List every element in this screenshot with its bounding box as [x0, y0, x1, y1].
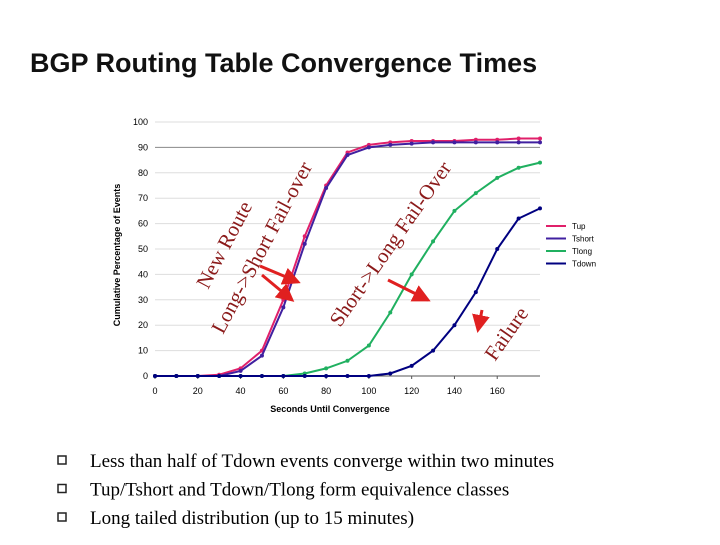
point: [366, 145, 371, 150]
point: [324, 374, 329, 378]
x-tick-label: 40: [236, 386, 246, 396]
y-tick-label: 40: [138, 269, 148, 279]
point: [409, 363, 414, 368]
point: [238, 374, 243, 378]
point: [174, 374, 179, 378]
point: [516, 216, 521, 221]
point: [516, 165, 521, 170]
point: [538, 140, 542, 145]
y-tick-label: 80: [138, 168, 148, 178]
point: [345, 358, 350, 363]
legend-label: Tlong: [572, 247, 592, 256]
arrow: [387, 278, 431, 302]
x-tick-label: 160: [490, 386, 505, 396]
point: [452, 323, 457, 328]
point: [259, 353, 264, 358]
point: [153, 374, 157, 378]
point: [281, 305, 286, 310]
y-tick-label: 50: [138, 244, 148, 254]
arrow: [472, 309, 490, 333]
point: [409, 141, 414, 146]
legend-label: Tshort: [572, 235, 595, 244]
point: [516, 136, 521, 141]
arrow: [259, 264, 301, 285]
point: [324, 186, 329, 191]
x-tick-label: 20: [193, 386, 203, 396]
y-tick-label: 30: [138, 295, 148, 305]
x-tick-label: 100: [361, 386, 376, 396]
x-tick-label: 60: [278, 386, 288, 396]
point: [431, 239, 436, 244]
point: [516, 140, 521, 145]
y-tick-label: 0: [143, 371, 148, 381]
point: [538, 136, 542, 141]
point: [281, 374, 286, 378]
annotation: Failure: [479, 302, 533, 364]
point: [495, 175, 500, 180]
point: [217, 374, 222, 378]
point: [473, 290, 478, 295]
point: [302, 374, 307, 378]
point: [302, 241, 307, 246]
y-tick-label: 70: [138, 193, 148, 203]
point: [452, 140, 457, 145]
point: [495, 140, 500, 145]
point: [345, 153, 350, 158]
x-tick-label: 0: [152, 386, 157, 396]
x-tick-label: 120: [404, 386, 419, 396]
y-axis-label: Cumulative Percentage of Events: [112, 184, 122, 327]
legend-label: Tdown: [572, 260, 596, 269]
point: [388, 371, 393, 376]
bullet-icon: [57, 512, 67, 522]
point: [495, 247, 500, 251]
point: [238, 368, 243, 373]
x-tick-label: 140: [447, 386, 462, 396]
y-tick-label: 10: [138, 346, 148, 356]
y-tick-label: 90: [138, 142, 148, 152]
point: [431, 348, 436, 353]
point: [388, 142, 393, 147]
point: [195, 374, 200, 378]
point: [345, 374, 350, 378]
point: [538, 206, 542, 211]
point: [452, 208, 457, 213]
point: [259, 374, 264, 378]
point: [388, 310, 393, 315]
bullet-icon: [57, 483, 67, 494]
point: [473, 140, 478, 145]
slide-title: BGP Routing Table Convergence Times: [30, 48, 537, 78]
point: [431, 140, 436, 145]
legend-label: Tup: [572, 222, 586, 231]
point: [302, 234, 307, 239]
annotation: Short->Long Fail-Over: [324, 157, 456, 331]
point: [538, 160, 542, 165]
y-tick-label: 20: [138, 320, 148, 330]
point: [324, 366, 329, 371]
point: [409, 272, 414, 277]
bullet-text: Tup/Tshort and Tdown/Tlong form equivale…: [90, 480, 509, 501]
x-axis-label: Seconds Until Convergence: [270, 404, 390, 414]
arrow: [261, 273, 295, 302]
bullet-icon: [57, 455, 67, 465]
point: [473, 191, 478, 196]
y-tick-label: 100: [133, 117, 148, 127]
bullet-text: Long tailed distribution (up to 15 minut…: [90, 508, 414, 529]
x-tick-label: 80: [321, 386, 331, 396]
y-tick-label: 60: [138, 219, 148, 229]
point: [366, 343, 371, 348]
bullet-text: Less than half of Tdown events converge …: [90, 451, 554, 472]
point: [366, 374, 371, 378]
